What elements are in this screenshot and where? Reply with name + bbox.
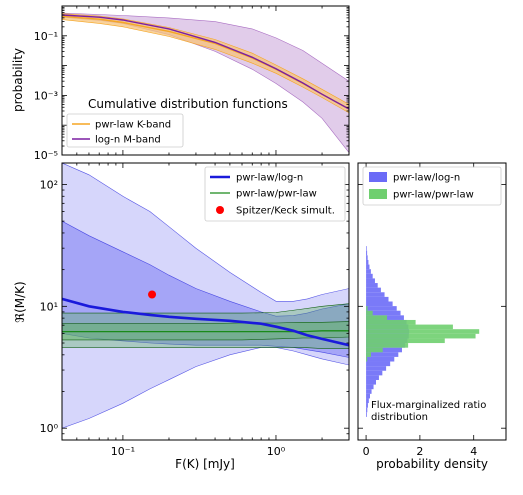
legend-box <box>362 166 502 206</box>
logn-hist-bar <box>366 250 368 256</box>
legend-label: pwr-law K-band <box>95 120 171 131</box>
logn-band-outer <box>62 163 349 429</box>
pwr-hist-bar <box>366 324 453 330</box>
x-tick-label: 2 <box>416 445 423 458</box>
y-tick-label: 10⁻⁵ <box>34 149 58 162</box>
pwr-hist-bar <box>366 310 373 316</box>
top-ylabel: probability <box>11 48 25 112</box>
legend-swatch <box>369 172 387 182</box>
logn-hist-bar <box>366 264 370 270</box>
cdf-legend: Cumulative distribution functions pwr-law… <box>66 97 288 148</box>
legend-label: pwr-law/pwr-law <box>236 189 317 200</box>
legend-label: Spitzer/Keck simult. <box>236 206 335 217</box>
legend-box <box>204 166 346 222</box>
logn-hist-bar <box>366 296 389 302</box>
pwr-hist-bar <box>366 329 480 334</box>
pwr-hist-bar <box>366 352 371 357</box>
legend-box <box>66 113 184 148</box>
legend-swatch <box>216 206 224 214</box>
pwr-hist-bar <box>366 338 445 344</box>
logn-hist-bar <box>366 356 395 362</box>
logn-hist-bar <box>366 389 372 394</box>
legend-title: Cumulative distribution functions <box>88 97 288 111</box>
pwr-hist-bar <box>366 333 476 339</box>
pwr-band-inner <box>62 321 349 341</box>
logn-cdf-line <box>62 14 349 110</box>
main-xlabel: F(K) [mJy] <box>175 457 235 471</box>
pwr-hist-bar <box>366 306 368 311</box>
logn-hist-bar <box>366 352 399 357</box>
right-xlabel: probability density <box>376 457 488 471</box>
pwr-hist-bar <box>366 347 383 353</box>
legend-label: pwr-law/log-n <box>393 173 460 184</box>
spitzer-keck-point <box>148 290 157 299</box>
pwr-hist-bar <box>366 315 388 320</box>
logn-hist-bar <box>366 403 368 408</box>
pwr-hist-bar <box>366 356 368 362</box>
logn-hist-bar <box>366 347 402 353</box>
x-tick-label: 0 <box>363 445 370 458</box>
pwr-line <box>62 330 349 333</box>
logn-hist-bar <box>366 384 374 390</box>
logn-hist-bar <box>366 375 379 380</box>
histogram-annotation: Flux-marginalized ratio distribution <box>371 400 486 423</box>
histogram-legend: pwr-law/log-n pwr-law/pwr-law <box>362 166 502 206</box>
pwr-hist-bar <box>366 319 416 325</box>
logn-hist-bar <box>366 246 367 251</box>
x-tick-label: 4 <box>470 445 477 458</box>
x-tick-label: 10⁰ <box>267 445 286 458</box>
logn-hist-bar <box>366 361 391 367</box>
y-tick-label: 10⁻¹ <box>34 30 58 43</box>
logn-hist-bar <box>366 283 378 288</box>
logn-hist-bar <box>366 287 381 293</box>
y-tick-label: 10¹ <box>40 300 58 313</box>
cdf-panel: probability 10⁻¹ 10⁻³ 10⁻⁵ Cumulative dist… <box>11 5 350 162</box>
y-tick-label: 10⁻³ <box>34 89 58 102</box>
logn-hist-bar <box>366 269 371 274</box>
pwr-hist-bar <box>366 343 409 348</box>
legend-label: log-n M-band <box>95 135 161 146</box>
logn-hist-bar <box>366 310 401 316</box>
logn-hist-bar <box>366 255 368 260</box>
logn-hist-bar <box>366 393 371 399</box>
logn-hist-bar <box>366 306 397 311</box>
pwr-band-outer <box>62 303 349 349</box>
y-tick-label: 10⁰ <box>40 422 59 435</box>
logn-hist-bar <box>366 370 383 376</box>
x-tick-label: 10⁻¹ <box>111 445 135 458</box>
logn-line <box>62 297 349 347</box>
logn-hist-bar <box>366 379 377 385</box>
logn-hist-bar <box>366 292 385 297</box>
ratio-legend: pwr-law/log-n pwr-law/pwr-law Spitzer/Keck… <box>204 166 346 222</box>
ratio-panel: ℜ(M/K) F(K) [mJy] 10⁰ 10¹ 10² 10⁻¹ 10⁰ pwr-l… <box>13 162 350 471</box>
legend-label: pwr-law/log-n <box>236 173 303 184</box>
logn-band-inner <box>62 220 349 358</box>
main-ylabel: ℜ(M/K) <box>13 281 27 322</box>
logn-hist-bar <box>366 278 375 284</box>
logn-hist-bar <box>366 366 387 371</box>
logn-hist-bar <box>366 398 369 404</box>
logn-hist-bar <box>366 407 368 413</box>
y-tick-label: 10² <box>40 178 58 191</box>
legend-label: pwr-law/pwr-law <box>393 190 474 201</box>
legend-swatch <box>369 189 387 199</box>
logn-hist-bar <box>366 259 369 265</box>
logn-hist-bar <box>366 412 367 417</box>
logn-hist-bar <box>366 301 393 307</box>
logn-hist-bar <box>366 273 373 279</box>
pwr-cdf-band <box>62 13 349 114</box>
